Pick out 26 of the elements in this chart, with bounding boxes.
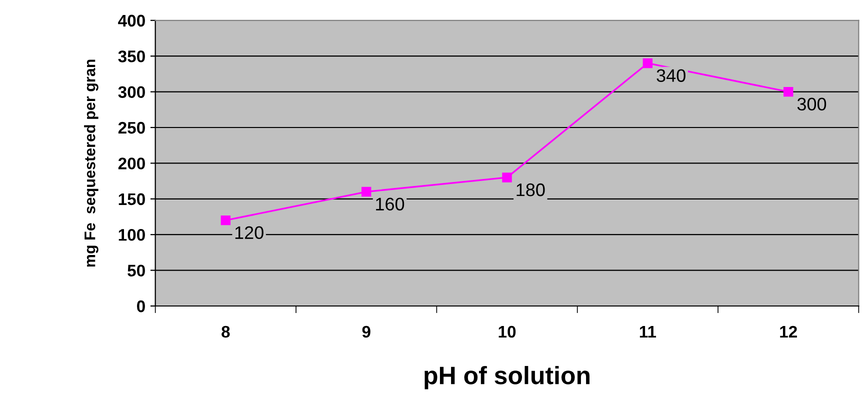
y-tick-label: 50 xyxy=(128,264,145,277)
x-tick-label: 10 xyxy=(498,326,516,338)
x-tick-label: 9 xyxy=(362,326,370,338)
data-label: 160 xyxy=(376,198,404,210)
point xyxy=(502,172,512,182)
point xyxy=(783,86,794,97)
y-axis-title: mg Fe sequestered per gran xyxy=(84,60,98,267)
x-tick-label: 12 xyxy=(780,326,797,338)
x-tick-label: 11 xyxy=(640,326,656,338)
y-tick-label: 350 xyxy=(118,50,145,62)
data-label: 300 xyxy=(797,98,826,111)
x-axis-title: pH of solution xyxy=(424,366,590,390)
data-label: 120 xyxy=(235,226,264,240)
y-tick-label: 400 xyxy=(118,14,145,27)
y-tick-label: 100 xyxy=(118,229,145,241)
y-tick-label: 250 xyxy=(118,122,145,134)
data-label: 180 xyxy=(516,183,545,196)
y-tick-label: 300 xyxy=(118,86,145,98)
y-tick-label: 150 xyxy=(118,193,145,206)
x-tick-label: 8 xyxy=(222,326,230,338)
y-tick-label: 200 xyxy=(118,158,145,170)
point xyxy=(361,186,372,197)
y-tick-label: 0 xyxy=(137,300,145,312)
point xyxy=(642,58,653,68)
data-label: 340 xyxy=(656,69,686,82)
point xyxy=(220,215,231,226)
